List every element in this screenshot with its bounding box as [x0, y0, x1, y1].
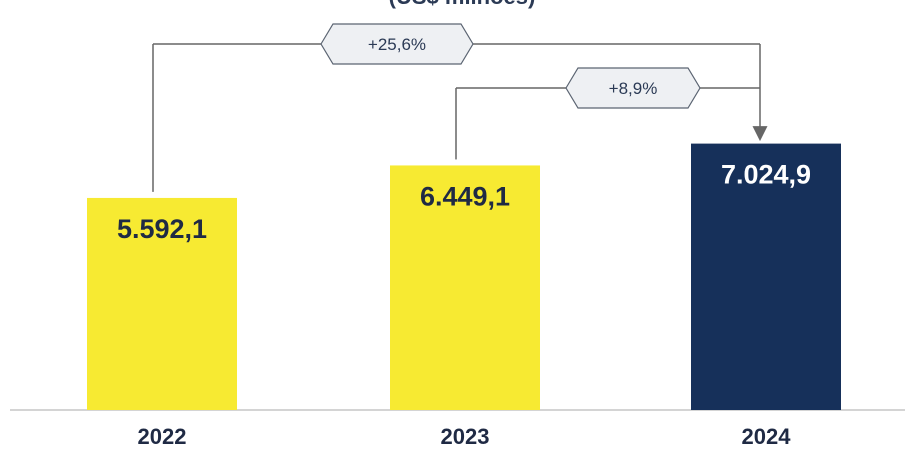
bar-2024: [691, 143, 841, 410]
x-tick-2023: 2023: [441, 424, 490, 449]
x-tick-2022: 2022: [138, 424, 187, 449]
x-tick-2024: 2024: [742, 424, 792, 449]
chart-title: (US$ milhões): [389, 0, 536, 9]
bar-2022: [87, 197, 237, 410]
data-label-2022: 5.592,1: [117, 214, 207, 244]
growth-label-2022: +25,6%: [368, 35, 426, 54]
data-label-2023: 6.449,1: [420, 181, 510, 211]
growth-label-2023: +8,9%: [609, 79, 658, 98]
growth-badge-2023: [565, 67, 701, 109]
data-label-2024: 7.024,9: [721, 160, 811, 190]
growth-badge-2022: [320, 23, 474, 65]
bar-2023: [390, 165, 540, 410]
